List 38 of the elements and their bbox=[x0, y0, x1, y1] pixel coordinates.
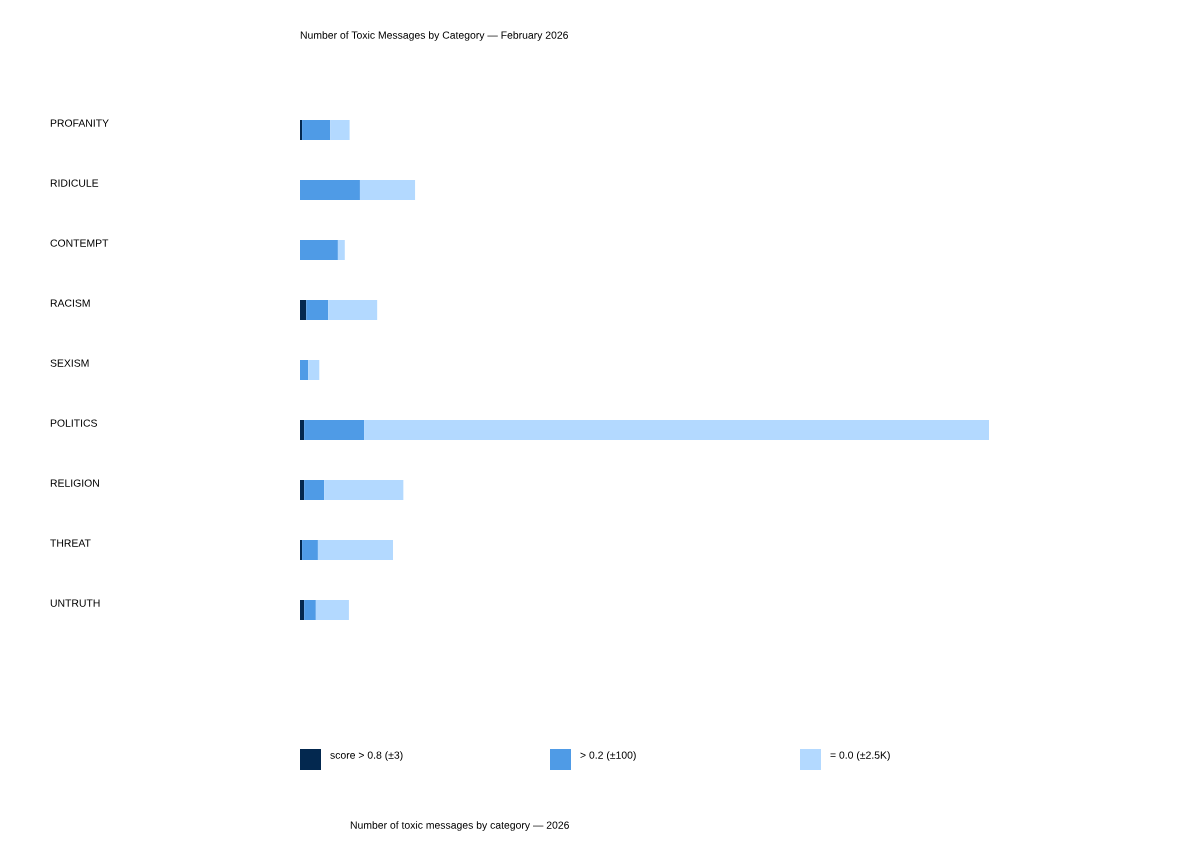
bar bbox=[315, 600, 349, 620]
bar bbox=[317, 540, 394, 560]
y-tick-label: POLITICS bbox=[50, 419, 97, 427]
bar bbox=[304, 420, 365, 440]
bar bbox=[302, 540, 318, 560]
bar bbox=[359, 180, 416, 200]
bar bbox=[300, 120, 303, 140]
bar bbox=[300, 300, 307, 320]
chart-title: Number of Toxic Messages by Category — February 2026 bbox=[300, 31, 568, 41]
legend-label: score > 0.8 (±3) bbox=[330, 751, 403, 761]
bar bbox=[302, 120, 331, 140]
bar bbox=[304, 480, 325, 500]
bar bbox=[304, 600, 316, 620]
y-tick-label: UNTRUTH bbox=[50, 599, 100, 607]
bar bbox=[300, 360, 309, 380]
y-tick-label: PROFANITY bbox=[50, 119, 109, 127]
y-tick-label: THREAT bbox=[50, 539, 91, 547]
y-tick-label: CONTEMPT bbox=[50, 239, 109, 247]
bar bbox=[300, 420, 305, 440]
bar bbox=[300, 240, 338, 260]
bar bbox=[308, 360, 320, 380]
bar bbox=[337, 240, 345, 260]
bar bbox=[324, 480, 404, 500]
text: Number of toxic messages by category — 2026 bbox=[350, 821, 569, 831]
bar bbox=[330, 120, 350, 140]
bar bbox=[300, 180, 360, 200]
legend-label: > 0.2 (±100) bbox=[580, 751, 636, 761]
bar bbox=[300, 600, 305, 620]
y-tick-label: SEXISM bbox=[50, 359, 89, 367]
bar bbox=[328, 300, 378, 320]
bar bbox=[306, 300, 329, 320]
legend-label: = 0.0 (±2.5K) bbox=[830, 751, 890, 761]
y-tick-label: RIDICULE bbox=[50, 179, 99, 187]
y-tick-label: RACISM bbox=[50, 299, 90, 307]
bar bbox=[300, 480, 305, 500]
bar bbox=[364, 420, 989, 440]
y-tick-label: RELIGION bbox=[50, 479, 99, 487]
bar bbox=[300, 540, 303, 560]
